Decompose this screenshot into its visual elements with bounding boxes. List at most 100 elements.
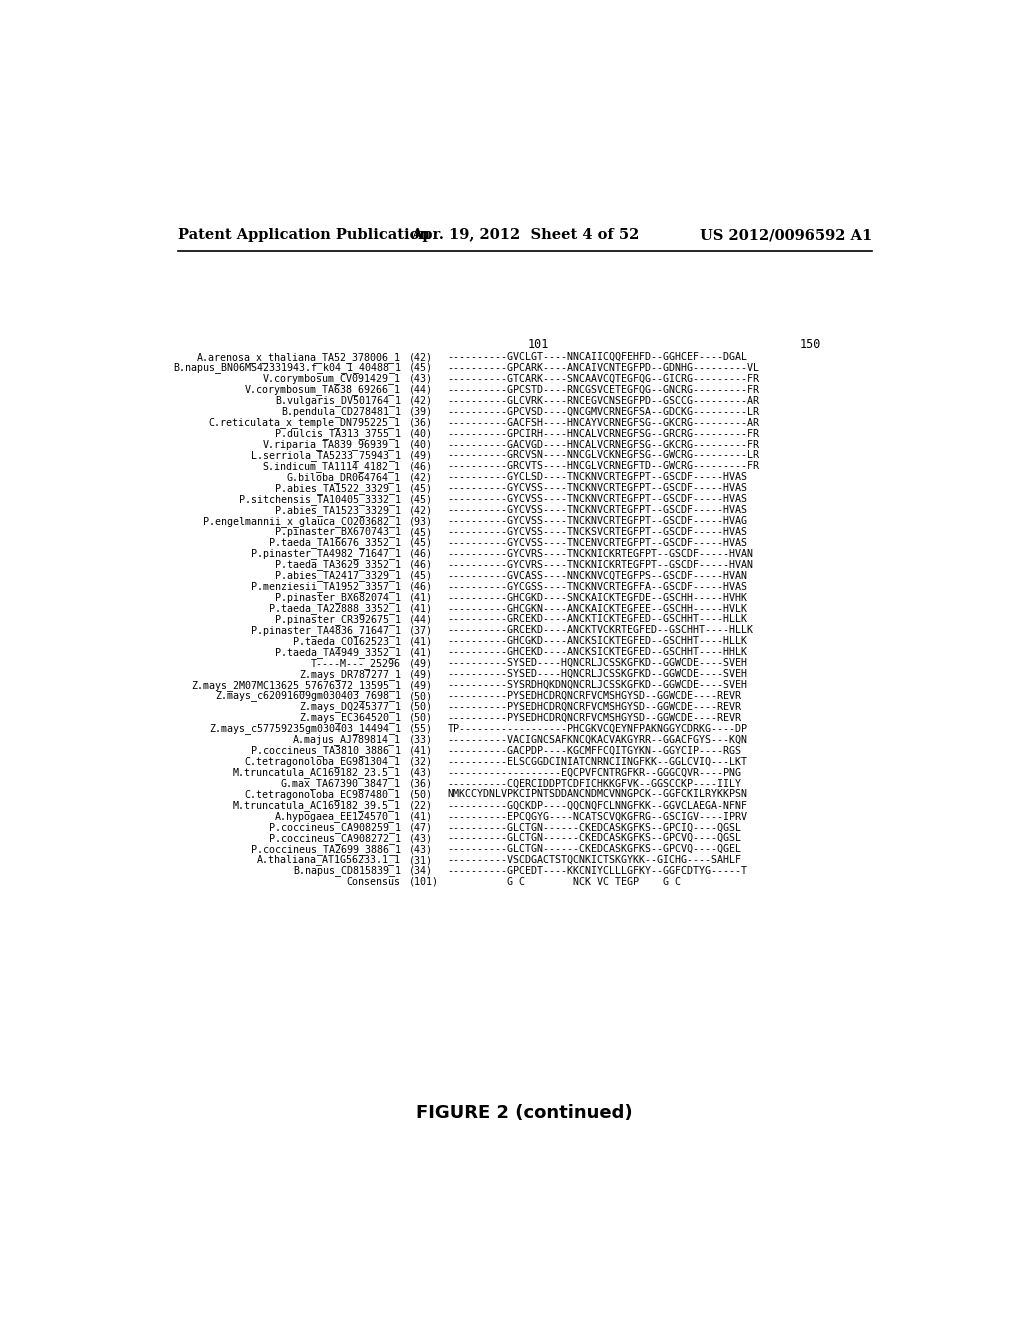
Text: (32): (32) [410,756,433,767]
Text: A.hypogaea_EE124570_1: A.hypogaea_EE124570_1 [274,810,400,822]
Text: A.majus_AJ789814_1: A.majus_AJ789814_1 [293,734,400,746]
Text: ----------GACVGD----HNCALVCRNEGFSG--GKCRG---------FR: ----------GACVGD----HNCALVCRNEGFSG--GKCR… [447,440,760,450]
Text: (46): (46) [410,462,433,471]
Text: (44): (44) [410,615,433,624]
Text: ----------GLCTGN------CKEDCASKGFKS--GPCVQ----QGSL: ----------GLCTGN------CKEDCASKGFKS--GPCV… [447,833,741,843]
Text: Z.mays_c57759235gm030403_14494_1: Z.mays_c57759235gm030403_14494_1 [209,723,400,734]
Text: (46): (46) [410,582,433,591]
Text: V.corymbosum_TA638_69266_1: V.corymbosum_TA638_69266_1 [245,384,400,395]
Text: ----------GYCGSS----TNCKNVCRTEGFFA--GSCDF-----HVAS: ----------GYCGSS----TNCKNVCRTEGFFA--GSCD… [447,582,748,591]
Text: C.tetragonoloba_EC987480_1: C.tetragonoloba_EC987480_1 [245,789,400,800]
Text: ----------GHCGKD----SNCKAICKTEGFDE--GSCHH-----HVHK: ----------GHCGKD----SNCKAICKTEGFDE--GSCH… [447,593,748,603]
Text: NMKCCYDNLVPKCIPNTSDDANCNDMCVNNGPCK--GGFCKILRYKKPSN: NMKCCYDNLVPKCIPNTSDDANCNDMCVNNGPCK--GGFC… [447,789,748,800]
Text: (46): (46) [410,560,433,570]
Text: ----------CQERCIDDPTCDFICHKKGFVK--GGSCCKP----IILY: ----------CQERCIDDPTCDFICHKKGFVK--GGSCCK… [447,779,741,788]
Text: P.sitchensis_TA10405_3332_1: P.sitchensis_TA10405_3332_1 [239,494,400,504]
Text: (44): (44) [410,385,433,395]
Text: (33): (33) [410,735,433,744]
Text: ----------GPCEDT----KKCNIYCLLLGFKY--GGFCDTYG-----T: ----------GPCEDT----KKCNIYCLLLGFKY--GGFC… [447,866,748,876]
Text: (41): (41) [410,812,433,821]
Text: G.max_TA67390_3847_1: G.max_TA67390_3847_1 [281,777,400,789]
Text: ----------GYCVSS----TNCENVCRTEGFPT--GSCDF-----HVAS: ----------GYCVSS----TNCENVCRTEGFPT--GSCD… [447,539,748,548]
Text: ----------GHCEKD----ANCKSICKTEGFED--GSCHHT----HHLK: ----------GHCEKD----ANCKSICKTEGFED--GSCH… [447,647,748,657]
Text: Z.mays_DR787277_1: Z.mays_DR787277_1 [299,669,400,680]
Text: (39): (39) [410,407,433,417]
Text: ----------GPCSTD----RNCGSVCETEGFQG--GNCRG---------FR: ----------GPCSTD----RNCGSVCETEGFQG--GNCR… [447,385,760,395]
Text: ----------EPCQGYG----NCATSCVQKGFRG--GSCIGV----IPRV: ----------EPCQGYG----NCATSCVQKGFRG--GSCI… [447,812,748,821]
Text: ----------GVCLGT----NNCAIICQQFEHFD--GGHCEF----DGAL: ----------GVCLGT----NNCAIICQQFEHFD--GGHC… [447,352,748,362]
Text: L.serriola_TA5233_75943_1: L.serriola_TA5233_75943_1 [251,450,400,461]
Text: (42): (42) [410,352,433,362]
Text: ----------GACPDP----KGCMFFCQITGYKN--GGYCIP----RGS: ----------GACPDP----KGCMFFCQITGYKN--GGYC… [447,746,741,755]
Text: (41): (41) [410,636,433,647]
Text: B.vulgaris_DV501764_1: B.vulgaris_DV501764_1 [274,396,400,407]
Text: M.truncatula_AC169182_39.5_1: M.truncatula_AC169182_39.5_1 [232,800,400,810]
Text: ----------GQCKDP----QQCNQFCLNNGFKK--GGVCLAEGA-NFNF: ----------GQCKDP----QQCNQFCLNNGFKK--GGVC… [447,800,748,810]
Text: (34): (34) [410,866,433,876]
Text: P.pinaster_BX682074_1: P.pinaster_BX682074_1 [274,593,400,603]
Text: ----------GLCVRK----RNCEGVCNSEGFPD--GSCCG---------AR: ----------GLCVRK----RNCEGVCNSEGFPD--GSCC… [447,396,760,405]
Text: P.coccineus_CA908272_1: P.coccineus_CA908272_1 [268,833,400,843]
Text: ----------GVCASS----NNCKNVCQTEGFPS--GSCDF-----HVAN: ----------GVCASS----NNCKNVCQTEGFPS--GSCD… [447,570,748,581]
Text: ----------GTCARK----SNCAAVCQTEGFQG--GICRG---------FR: ----------GTCARK----SNCAAVCQTEGFQG--GICR… [447,374,760,384]
Text: (22): (22) [410,800,433,810]
Text: (36): (36) [410,417,433,428]
Text: (49): (49) [410,659,433,668]
Text: ----------GHCGKN----ANCKAICKTEGFEE--GSCHH-----HVLK: ----------GHCGKN----ANCKAICKTEGFEE--GSCH… [447,603,748,614]
Text: P.pinaster_TA4836_71647_1: P.pinaster_TA4836_71647_1 [251,624,400,636]
Text: V.riparia_TA839_96939_1: V.riparia_TA839_96939_1 [263,440,400,450]
Text: (93): (93) [410,516,433,527]
Text: ----------SYSED----HQNCRLJCSSKGFKD--GGWCDE----SVEH: ----------SYSED----HQNCRLJCSSKGFKD--GGWC… [447,659,748,668]
Text: ----------GPCVSD----QNCGMVCRNEGFSA--GDCKG---------LR: ----------GPCVSD----QNCGMVCRNEGFSA--GDCK… [447,407,760,417]
Text: M.truncatula_AC169182_23.5_1: M.truncatula_AC169182_23.5_1 [232,767,400,777]
Text: Z.mays_DQ245377_1: Z.mays_DQ245377_1 [299,701,400,713]
Text: ----------PYSEDHCDRQNCRFVCMSHGYSD--GGWCDE----REVR: ----------PYSEDHCDRQNCRFVCMSHGYSD--GGWCD… [447,702,741,711]
Text: (55): (55) [410,723,433,734]
Text: (42): (42) [410,506,433,515]
Text: B.pendula_CD278481_1: B.pendula_CD278481_1 [281,407,400,417]
Text: (50): (50) [410,690,433,701]
Text: ----------SYSED----HQNCRLJCSSKGFKD--GGWCDE----SVEH: ----------SYSED----HQNCRLJCSSKGFKD--GGWC… [447,669,748,680]
Text: (49): (49) [410,680,433,690]
Text: (41): (41) [410,746,433,755]
Text: TP------------------PHCGKVCQEYNFPAKNGGYCDRKG----DP: TP------------------PHCGKVCQEYNFPAKNGGYC… [447,723,748,734]
Text: (40): (40) [410,429,433,438]
Text: ----------VACIGNCSAFKNCQKACVAKGYRR--GGACFGYS---KQN: ----------VACIGNCSAFKNCQKACVAKGYRR--GGAC… [447,735,748,744]
Text: P.taeda_CO162523_1: P.taeda_CO162523_1 [293,636,400,647]
Text: P.coccineus_CA908259_1: P.coccineus_CA908259_1 [268,822,400,833]
Text: (41): (41) [410,593,433,603]
Text: S.indicum_TA1114_4182_1: S.indicum_TA1114_4182_1 [263,461,400,471]
Text: P.taeda_TA22888_3352_1: P.taeda_TA22888_3352_1 [268,603,400,614]
Text: ----------GHCGKD----ANCKSICKTEGFED--GSCHHT----HLLK: ----------GHCGKD----ANCKSICKTEGFED--GSCH… [447,636,748,647]
Text: P.menziesii_TA1952_3357_1: P.menziesii_TA1952_3357_1 [251,581,400,593]
Text: P.pinaster_CR392675_1: P.pinaster_CR392675_1 [274,614,400,624]
Text: (46): (46) [410,549,433,558]
Text: (50): (50) [410,713,433,723]
Text: P.dulcis_TA313_3755_1: P.dulcis_TA313_3755_1 [274,428,400,440]
Text: Z.mays_EC364520_1: Z.mays_EC364520_1 [299,713,400,723]
Text: (45): (45) [410,539,433,548]
Text: (45): (45) [410,483,433,494]
Text: ----------GACFSH----HNCAYVCRNEGFSG--GKCRG---------AR: ----------GACFSH----HNCAYVCRNEGFSG--GKCR… [447,417,760,428]
Text: B.napus_CD815839_1: B.napus_CD815839_1 [293,866,400,876]
Text: Z.mays_2M07MC13625_57676372_13595_1: Z.mays_2M07MC13625_57676372_13595_1 [190,680,400,690]
Text: P.pinaster_BX670743_1: P.pinaster_BX670743_1 [274,527,400,537]
Text: (50): (50) [410,702,433,711]
Text: (37): (37) [410,626,433,635]
Text: C.tetragonoloba_EG981304_1: C.tetragonoloba_EG981304_1 [245,756,400,767]
Text: -------------------EQCPVFCNTRGFKR--GGGCQVR----PNG: -------------------EQCPVFCNTRGFKR--GGGCQ… [447,767,741,777]
Text: ----------GRCEKD----ANCKTVCKRTEGFED--GSCHHT----HLLK: ----------GRCEKD----ANCKTVCKRTEGFED--GSC… [447,626,754,635]
Text: P.abies_TA1522_3329_1: P.abies_TA1522_3329_1 [274,483,400,494]
Text: P.engelmannii_x_glauca_CO203682_1: P.engelmannii_x_glauca_CO203682_1 [203,516,400,527]
Text: A.thaliana_AT1G56233.1_1: A.thaliana_AT1G56233.1_1 [257,854,400,866]
Text: (43): (43) [410,767,433,777]
Text: (101): (101) [410,876,439,887]
Text: ----------PYSEDHCDRQNCRFVCMSHGYSD--GGWCDE----REVR: ----------PYSEDHCDRQNCRFVCMSHGYSD--GGWCD… [447,690,741,701]
Text: V.corymbosum_CV091429_1: V.corymbosum_CV091429_1 [263,374,400,384]
Text: G C        NCK VC TEGP    G C: G C NCK VC TEGP G C [447,876,681,887]
Text: ----------GYCVSS----TNCKSVCRTEGFPT--GSCDF-----HVAS: ----------GYCVSS----TNCKSVCRTEGFPT--GSCD… [447,527,748,537]
Text: (43): (43) [410,843,433,854]
Text: (45): (45) [410,527,433,537]
Text: Z.mays_c62091609gm030403_7698_1: Z.mays_c62091609gm030403_7698_1 [215,690,400,701]
Text: 150: 150 [800,338,820,351]
